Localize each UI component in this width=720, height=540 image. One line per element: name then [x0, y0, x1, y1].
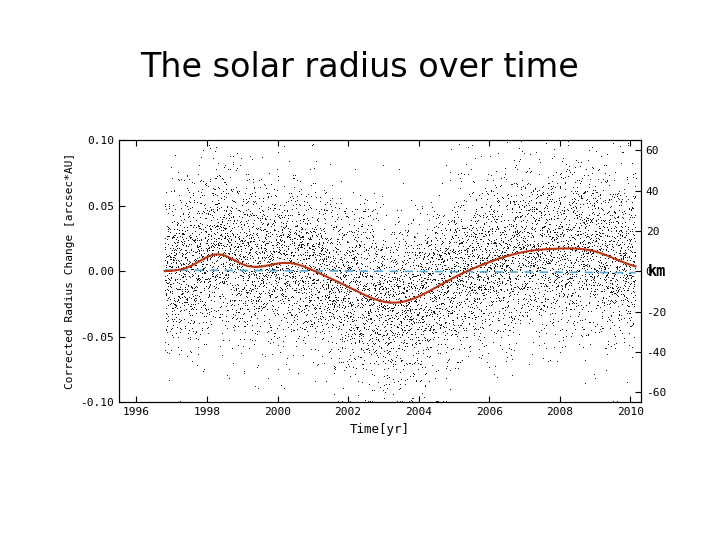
- Text: km: km: [648, 264, 666, 279]
- X-axis label: Time[yr]: Time[yr]: [350, 423, 410, 436]
- Y-axis label: Corrected Radius Change [arcsec*AU]: Corrected Radius Change [arcsec*AU]: [65, 153, 75, 389]
- Text: The solar radius over time: The solar radius over time: [140, 51, 580, 84]
